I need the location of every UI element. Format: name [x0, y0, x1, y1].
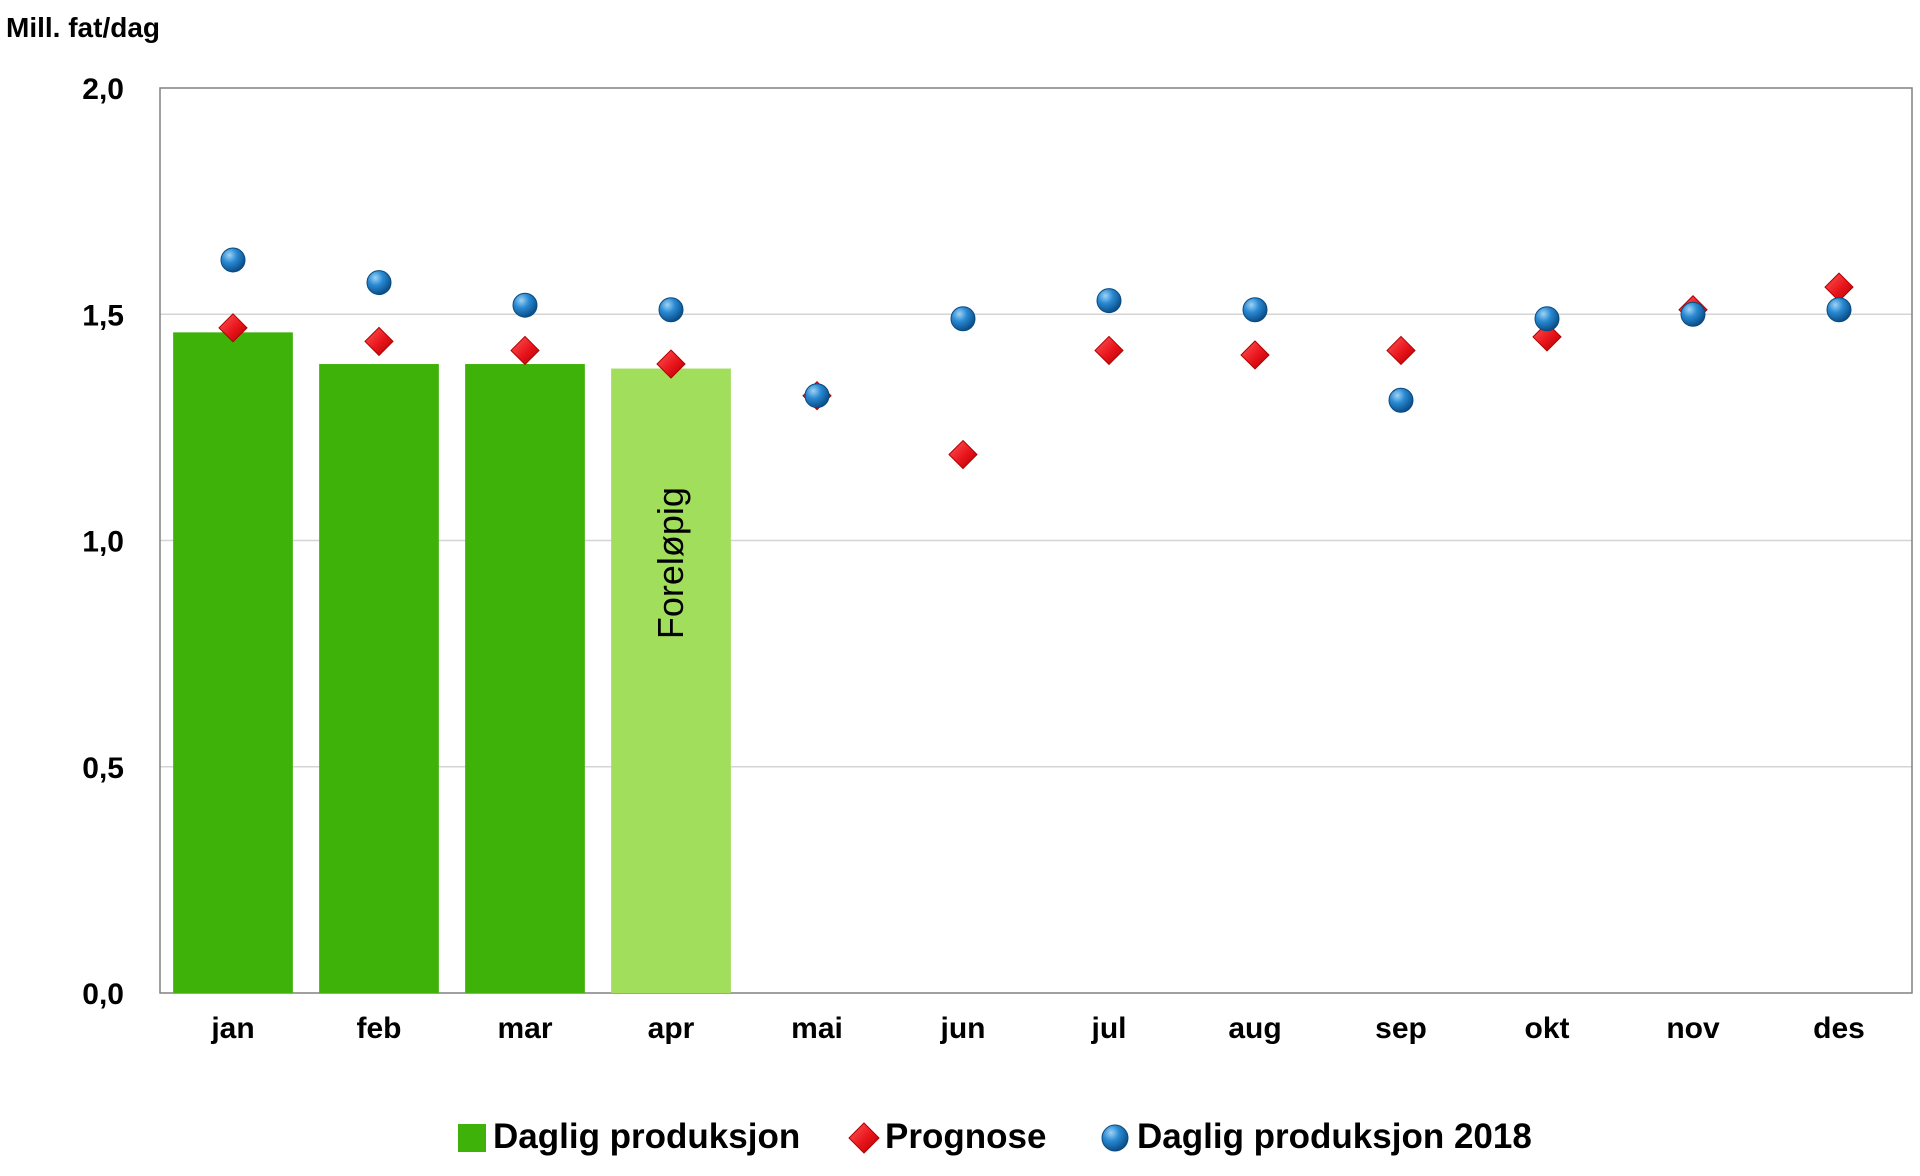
prognose-point: [1240, 340, 1270, 370]
y-tick-label: 2,0: [82, 73, 124, 106]
gridlines: [160, 313, 1912, 768]
x-tick-label: jun: [940, 1012, 986, 1045]
bar: [173, 332, 293, 994]
produksjon-2018-point: [804, 383, 830, 409]
legend-label: Daglig produksjon: [493, 1117, 800, 1156]
x-tick-label: feb: [357, 1012, 402, 1045]
prognose-point: [510, 335, 540, 366]
y-tick-label: 0,5: [82, 752, 124, 785]
produksjon-2018-point: [1680, 301, 1706, 327]
x-tick-label: aug: [1228, 1012, 1281, 1045]
x-tick-label: jul: [1091, 1012, 1127, 1045]
x-tick-label: des: [1813, 1012, 1865, 1045]
produksjon-2018-point: [950, 306, 976, 332]
legend-swatch-diamond: [848, 1122, 880, 1154]
legend: Daglig produksjon Prognose Daglig produksj…: [458, 1117, 1532, 1156]
x-axis-ticks: jan feb mar apr mai jun jul aug sep okt nov des: [210, 1012, 1865, 1045]
x-tick-label: okt: [1525, 1012, 1570, 1045]
annotations: Foreløpig: [650, 487, 691, 639]
prognose-point: [1532, 322, 1562, 352]
legend-label: Daglig produksjon 2018: [1137, 1117, 1532, 1156]
prognose-point: [364, 326, 394, 357]
prognose-point: [1824, 272, 1854, 302]
prognose-point: [948, 439, 978, 470]
y-tick-label: 0,0: [82, 978, 124, 1011]
x-tick-label: sep: [1375, 1012, 1427, 1045]
produksjon-2018-point: [1242, 297, 1268, 323]
legend-label: Prognose: [885, 1117, 1046, 1156]
produksjon-2018-point: [366, 270, 392, 296]
y-axis-label: Mill. fat/dag: [6, 12, 160, 43]
x-tick-label: apr: [648, 1012, 695, 1045]
x-tick-label: jan: [210, 1012, 254, 1045]
x-tick-label: mar: [497, 1012, 552, 1045]
produksjon-2018-point: [220, 247, 246, 273]
produksjon-2018-point: [1826, 297, 1852, 323]
markers: [218, 247, 1854, 470]
produksjon-2018-point: [1096, 288, 1122, 314]
prognose-point: [1386, 335, 1416, 366]
bar: [465, 364, 585, 993]
produksjon-2018-point: [658, 297, 684, 323]
y-tick-label: 1,0: [82, 526, 124, 559]
prognose-point: [1094, 335, 1124, 366]
y-axis-ticks: 0,0 0,5 1,0 1,5 2,0: [82, 73, 124, 1011]
plot-frame: [159, 87, 1913, 994]
bar: [611, 368, 731, 993]
x-tick-label: nov: [1666, 1012, 1720, 1045]
produksjon-2018-point: [1388, 387, 1414, 413]
prognose-point: [218, 313, 248, 343]
produksjon-2018-point: [512, 292, 538, 318]
y-tick-label: 1,5: [82, 299, 124, 332]
bar-annotation: Foreløpig: [650, 487, 691, 639]
legend-swatch-bar: [458, 1124, 486, 1152]
bars: [173, 332, 731, 994]
prognose-point: [656, 349, 686, 379]
plot-area: [159, 87, 1913, 994]
bar: [319, 364, 439, 993]
produksjon-2018-point: [1534, 306, 1560, 332]
x-tick-label: mai: [791, 1012, 843, 1045]
legend-swatch-circle: [1101, 1124, 1129, 1152]
